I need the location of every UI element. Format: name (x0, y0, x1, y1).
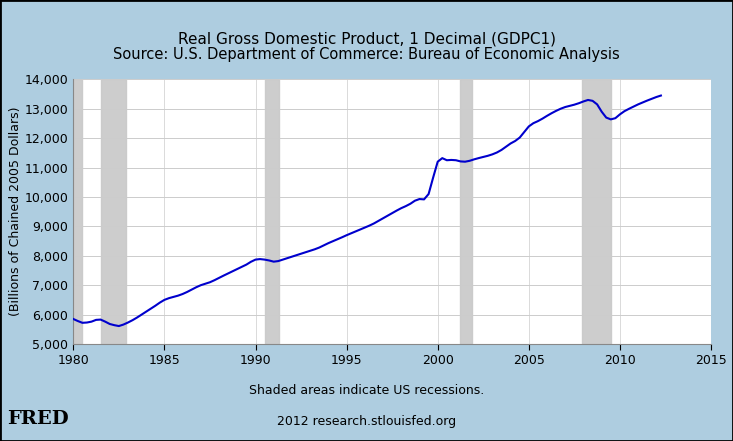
Text: Source: U.S. Department of Commerce: Bureau of Economic Analysis: Source: U.S. Department of Commerce: Bur… (113, 47, 620, 62)
Text: Shaded areas indicate US recessions.: Shaded areas indicate US recessions. (249, 384, 484, 397)
Text: FRED: FRED (7, 410, 69, 428)
Text: 2012 research.stlouisfed.org: 2012 research.stlouisfed.org (277, 415, 456, 428)
Y-axis label: (Billions of Chained 2005 Dollars): (Billions of Chained 2005 Dollars) (9, 107, 22, 317)
Bar (582, 79, 611, 344)
Bar (73, 79, 82, 344)
Bar (265, 79, 279, 344)
Bar (100, 79, 126, 344)
Text: Real Gross Domestic Product, 1 Decimal (GDPC1): Real Gross Domestic Product, 1 Decimal (… (177, 31, 556, 46)
Bar (460, 79, 472, 344)
